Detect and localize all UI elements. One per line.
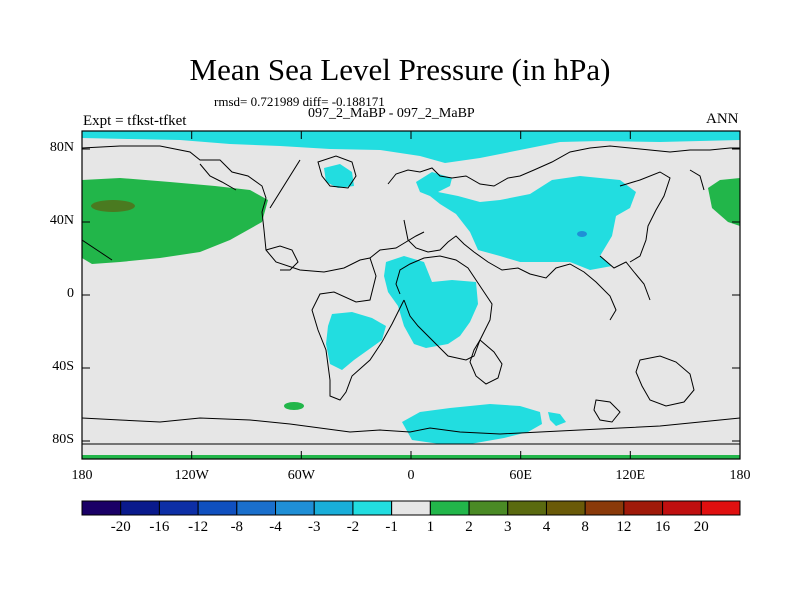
colorbar-swatch	[623, 500, 664, 516]
colorbar-swatch	[275, 500, 315, 516]
colorbar-label: 2	[465, 519, 473, 535]
colorbar-swatch	[197, 500, 238, 516]
coastlines	[82, 145, 740, 445]
eurasia-core	[577, 231, 587, 237]
lon-label-60e: 60E	[509, 468, 532, 483]
south-america-negative-region	[326, 312, 386, 370]
colorbar-swatch	[81, 500, 122, 516]
south-atlantic-positive-region	[284, 402, 304, 410]
eurasia-negative-region	[416, 172, 636, 270]
colorbar-label: -20	[110, 519, 131, 535]
lat-ticks	[82, 148, 740, 442]
colorbar-label: -2	[346, 519, 360, 535]
north-pacific-core	[91, 200, 135, 212]
colorbar	[81, 500, 741, 516]
lon-label-180w: 180	[71, 468, 93, 483]
colorbar-swatch	[662, 500, 702, 516]
lat-label-eq: 0	[67, 286, 74, 301]
colorbar-swatch	[352, 500, 393, 516]
colorbar-swatch	[236, 500, 277, 516]
colorbar-swatch	[507, 500, 547, 516]
season-label: ANN	[706, 111, 739, 127]
colorbar-label: -12	[188, 519, 209, 535]
colorbar-label: 1	[426, 519, 435, 535]
lon-ticks	[81, 131, 741, 459]
colorbar-swatch	[700, 500, 741, 516]
lon-label-180e: 180	[729, 468, 751, 483]
colorbar-label: 16	[655, 519, 671, 535]
colorbar-label: -1	[385, 519, 398, 535]
lat-label-80s: 80S	[52, 432, 74, 447]
arctic-negative-region	[82, 131, 740, 163]
lat-label-80n: 80N	[49, 140, 74, 155]
east-pacific-positive-region	[708, 178, 740, 226]
colorbar-swatch	[313, 500, 354, 516]
colorbar-label: 4	[542, 519, 551, 535]
colorbar-label: 3	[504, 519, 512, 535]
lat-label-40s: 40S	[52, 359, 74, 374]
colorbar-swatch	[120, 500, 160, 516]
north-pacific-positive-region	[82, 178, 268, 264]
colorbar-label: 12	[616, 519, 632, 535]
colorbar-label: -8	[230, 519, 244, 535]
lon-label-120w: 120W	[174, 468, 209, 483]
colorbar-swatch	[158, 500, 199, 516]
colorbar-swatch	[391, 500, 431, 516]
colorbar-label: -4	[269, 519, 282, 535]
colorbar-label: -16	[149, 519, 170, 535]
colorbar-label: 8	[581, 519, 589, 535]
colorbar-swatch	[429, 500, 470, 516]
lon-label-0: 0	[407, 468, 415, 483]
map-panel	[82, 131, 740, 459]
lon-label-120e: 120E	[615, 468, 646, 483]
arctic-island-negative	[324, 164, 354, 188]
colorbar-swatch	[468, 500, 509, 516]
colorbar-swatch	[545, 500, 586, 516]
africa-negative-region	[384, 256, 478, 348]
experiment-label: Expt = tfkst-tfket	[83, 113, 187, 129]
lon-label-60w: 60W	[287, 468, 315, 483]
colorbar-swatch	[584, 500, 625, 516]
map-subtitle: 097_2_MaBP - 097_2_MaBP	[308, 106, 475, 121]
stats-text: rmsd= 0.721989 diff= -0.188171	[214, 94, 385, 109]
southern-ocean-negative-small	[548, 412, 566, 426]
colorbar-label: 20	[693, 519, 709, 535]
map-title: Mean Sea Level Pressure (in hPa)	[189, 52, 611, 87]
lat-label-40n: 40N	[49, 213, 74, 228]
colorbar-label: -3	[307, 519, 321, 535]
